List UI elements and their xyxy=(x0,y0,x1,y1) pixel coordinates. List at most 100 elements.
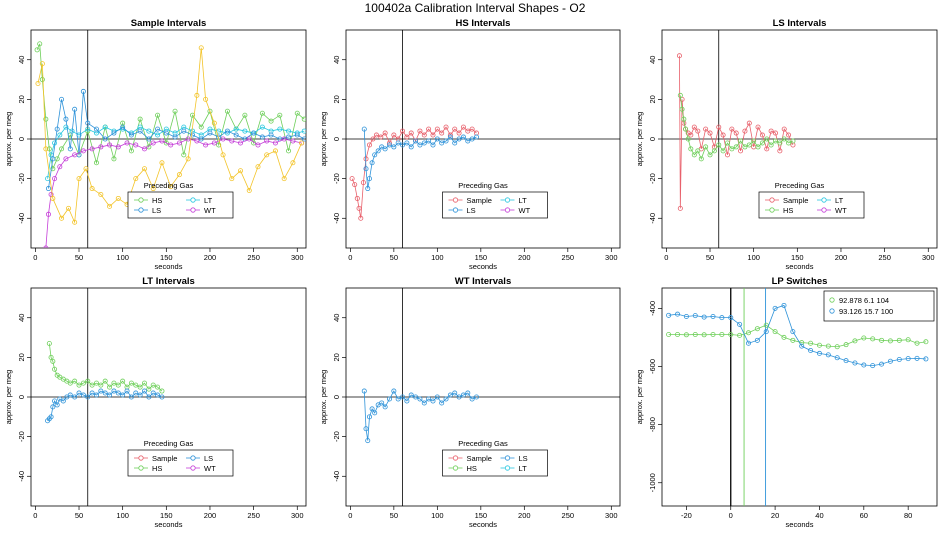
data-point xyxy=(772,130,778,136)
x-tick-label: 50 xyxy=(706,253,714,262)
data-point xyxy=(452,140,458,146)
y-tick-label: 40 xyxy=(332,314,341,322)
legend-label: WT xyxy=(519,206,531,215)
y-tick-label: -40 xyxy=(332,213,341,224)
legend-box xyxy=(127,191,234,219)
data-point xyxy=(375,148,381,154)
data-point xyxy=(382,404,388,410)
data-point xyxy=(746,120,752,126)
x-tick-label: 60 xyxy=(860,511,868,520)
y-tick-label: -400 xyxy=(648,301,657,316)
data-point xyxy=(896,337,902,343)
data-point xyxy=(72,378,78,384)
data-point xyxy=(698,156,704,162)
y-tick-label: 40 xyxy=(17,314,26,322)
data-point xyxy=(382,146,388,152)
data-point xyxy=(150,390,156,396)
data-point xyxy=(366,176,372,182)
legend-label: Sample xyxy=(152,454,177,463)
data-point xyxy=(808,340,814,346)
data-point xyxy=(133,142,139,148)
data-point xyxy=(128,394,134,400)
data-point xyxy=(93,392,99,398)
data-point xyxy=(777,148,783,154)
data-point xyxy=(751,138,757,144)
data-point xyxy=(233,126,239,132)
data-point xyxy=(98,388,104,394)
y-axis-label: approx. per meg xyxy=(4,112,13,167)
data-point xyxy=(229,176,235,182)
data-point xyxy=(63,156,69,162)
data-point xyxy=(181,152,187,158)
data-point xyxy=(400,128,406,134)
data-point xyxy=(666,312,672,318)
data-point xyxy=(150,186,156,192)
y-tick-label: 0 xyxy=(648,137,657,141)
data-point xyxy=(246,188,252,194)
data-point xyxy=(439,130,445,136)
data-point xyxy=(729,126,735,132)
data-point xyxy=(413,394,419,400)
data-point xyxy=(683,126,689,132)
x-axis-label: seconds xyxy=(469,520,497,529)
data-point xyxy=(716,142,722,148)
data-point xyxy=(220,136,226,142)
data-point xyxy=(905,356,911,362)
data-point xyxy=(37,41,43,47)
data-point xyxy=(716,124,722,130)
data-point xyxy=(85,394,91,400)
series-line xyxy=(679,95,794,160)
data-point xyxy=(301,136,306,142)
data-point xyxy=(710,313,716,319)
x-tick-label: 100 xyxy=(431,511,444,520)
series-line xyxy=(668,324,926,348)
data-point xyxy=(691,124,697,130)
data-point xyxy=(905,337,911,343)
data-point xyxy=(728,315,734,321)
data-point xyxy=(150,382,156,388)
data-point xyxy=(395,396,401,402)
data-point xyxy=(281,136,287,142)
data-point xyxy=(141,166,147,172)
data-point xyxy=(469,126,475,132)
series-wt xyxy=(43,136,305,248)
data-point xyxy=(128,380,134,386)
data-point xyxy=(679,96,685,102)
data-point xyxy=(724,152,730,158)
data-point xyxy=(176,172,182,178)
data-point xyxy=(768,142,774,148)
data-point xyxy=(128,132,134,138)
legend-title: Preceding Gas xyxy=(458,181,508,190)
legend-marker xyxy=(821,207,827,213)
data-point xyxy=(124,140,130,146)
x-tick-label: 200 xyxy=(204,253,217,262)
data-point xyxy=(233,132,239,138)
data-point xyxy=(379,400,385,406)
legend-box xyxy=(127,449,234,477)
legend-marker xyxy=(190,197,196,203)
legend-title: Preceding Gas xyxy=(775,181,825,190)
data-point xyxy=(404,140,410,146)
x-tick-label: 150 xyxy=(160,511,173,520)
legend-marker xyxy=(829,297,835,303)
data-point xyxy=(754,326,760,332)
data-point xyxy=(404,398,410,404)
y-axis-label: approx. per meg xyxy=(635,112,644,167)
data-point xyxy=(89,382,95,388)
data-point xyxy=(120,392,126,398)
data-point xyxy=(242,128,248,134)
x-tick-label: 300 xyxy=(291,511,304,520)
series-line xyxy=(48,343,163,392)
data-point xyxy=(808,347,814,353)
x-tick-label: 100 xyxy=(116,511,129,520)
data-point xyxy=(159,138,165,144)
legend-label: WT xyxy=(204,464,216,473)
data-point xyxy=(887,338,893,344)
data-point xyxy=(146,128,152,134)
y-axis-label: approx. per meg xyxy=(4,370,13,425)
legend-label: Sample xyxy=(467,196,492,205)
data-point xyxy=(707,152,713,158)
data-point xyxy=(695,148,701,154)
data-point xyxy=(417,128,423,134)
